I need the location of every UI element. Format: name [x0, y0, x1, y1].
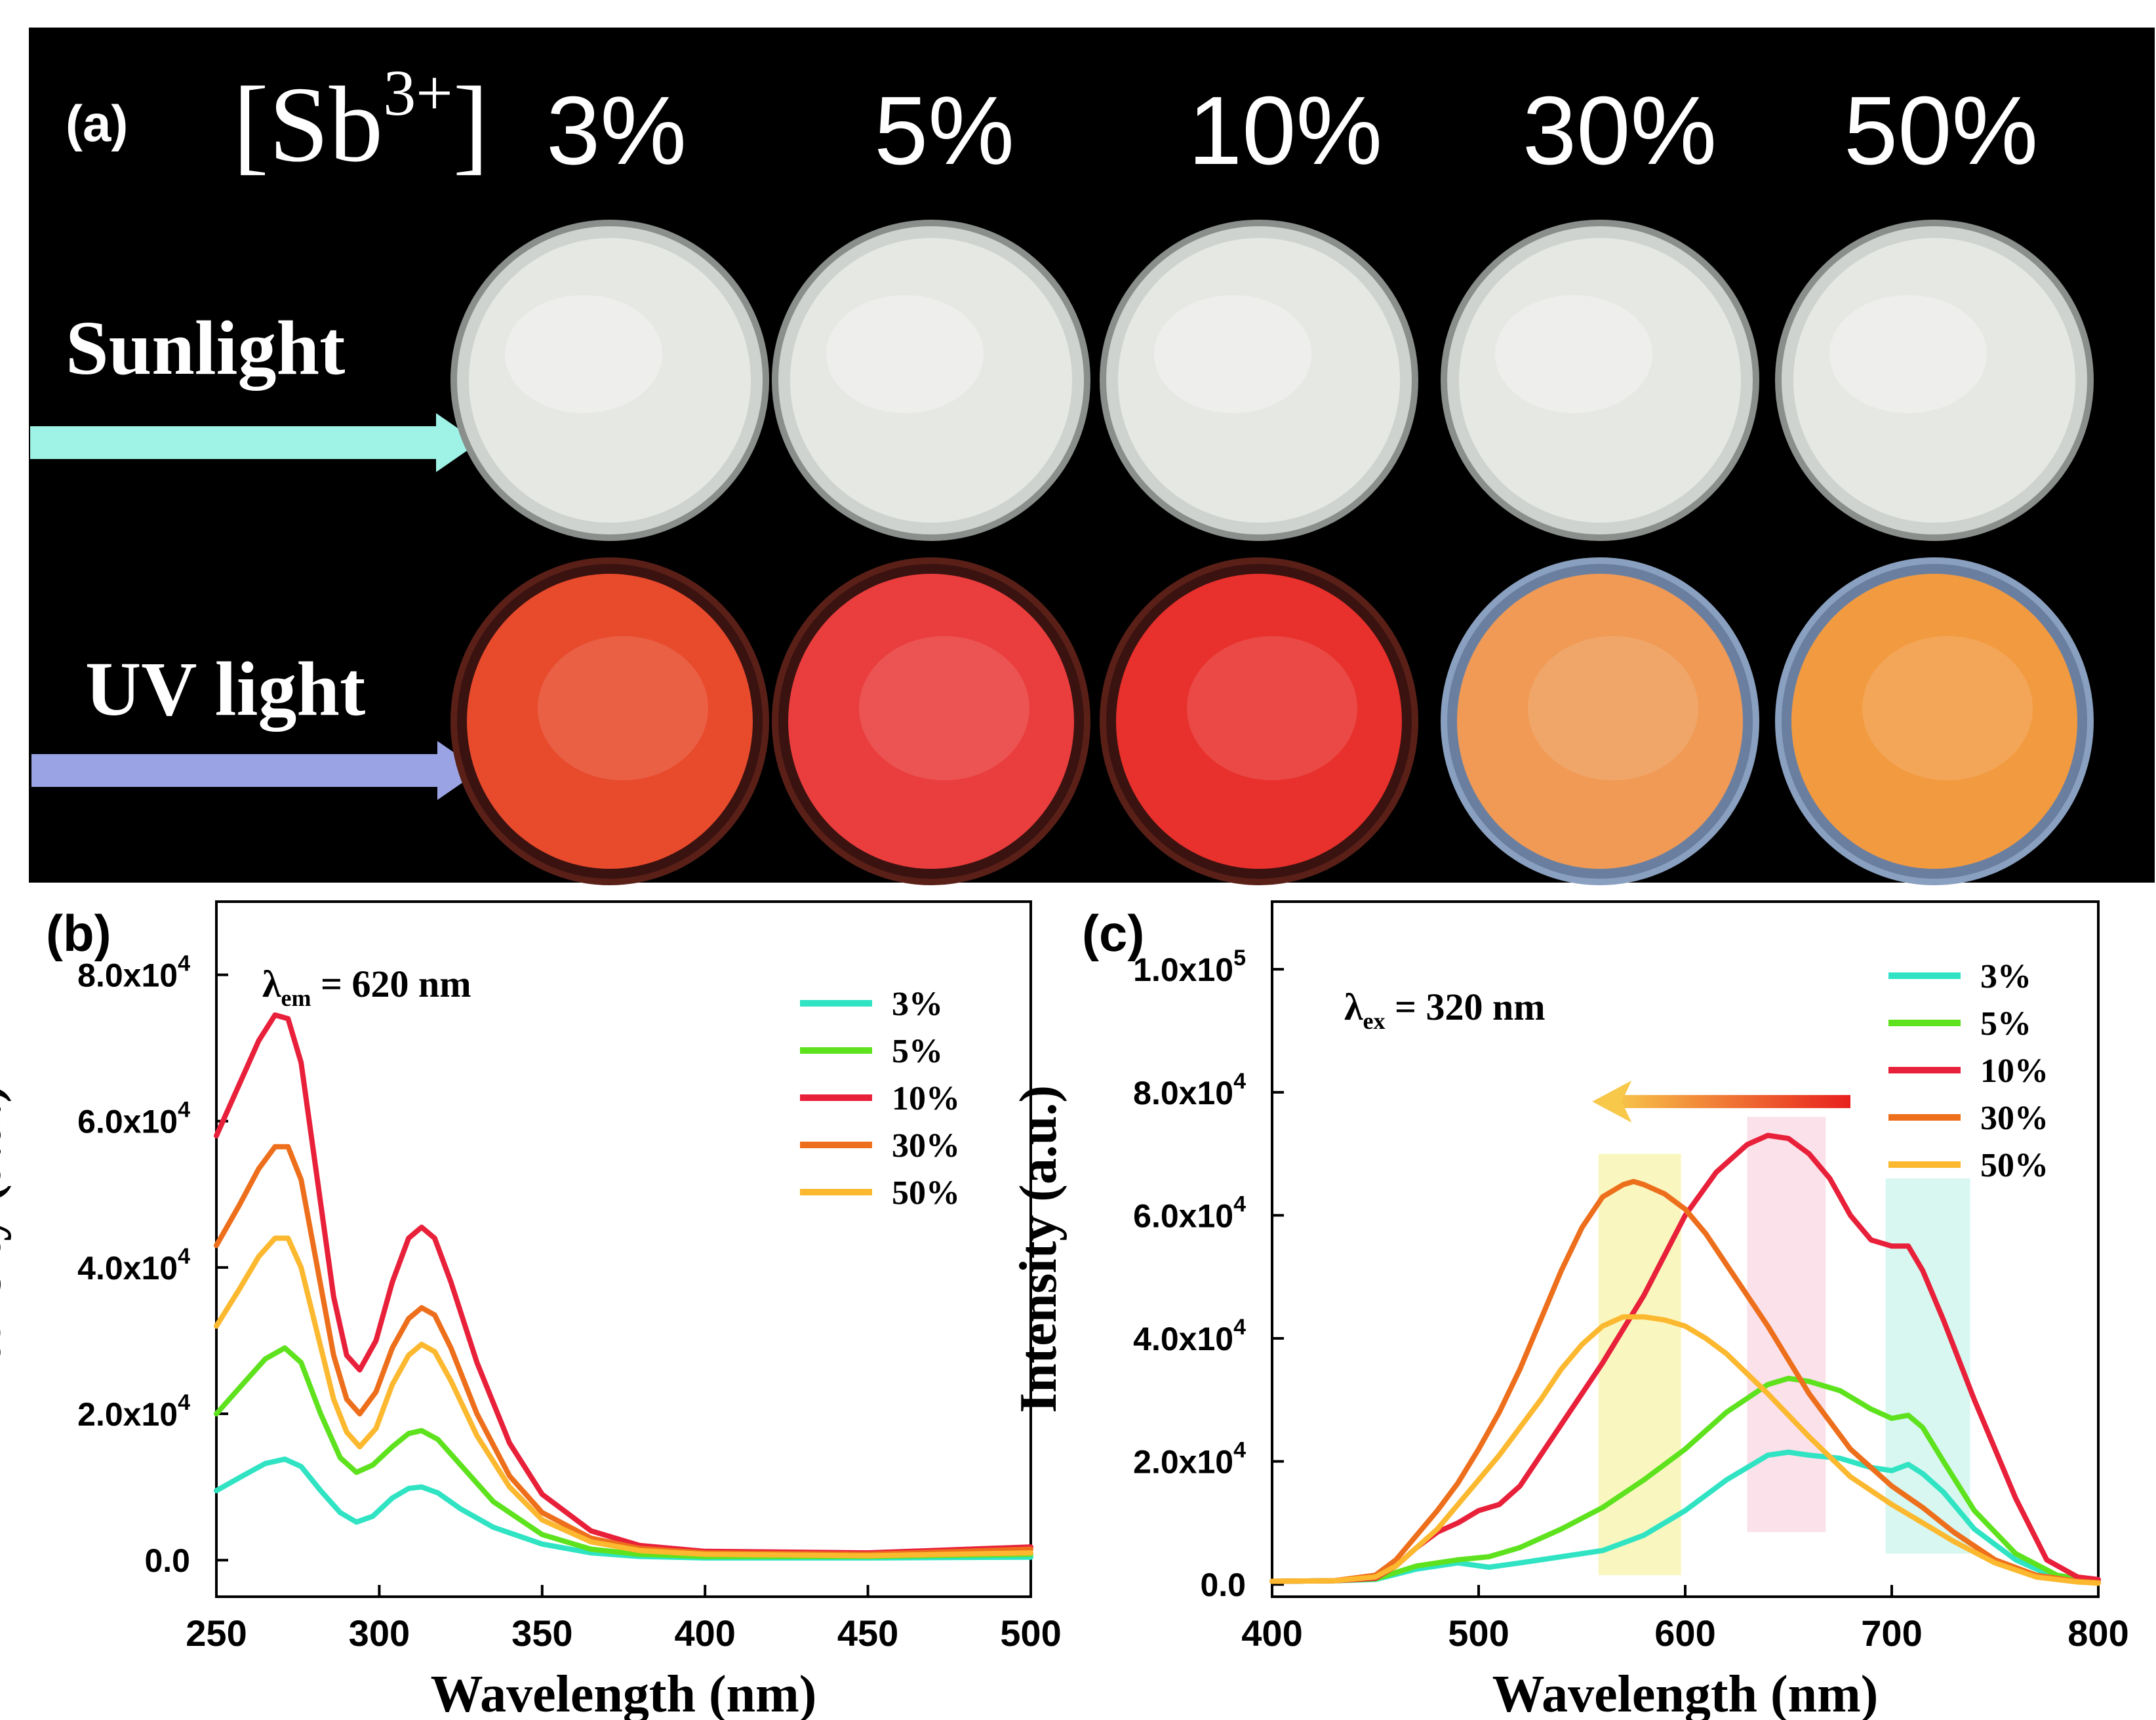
row-label-uv: UV light: [85, 646, 365, 732]
y-tick-label: 4.0x104: [1133, 1315, 1246, 1357]
sunlight-dish: [450, 220, 769, 541]
shaded-band: [1598, 1153, 1681, 1576]
panel-a-label: (a): [66, 94, 128, 152]
concentration-label: 50%: [1844, 77, 2038, 185]
concentration-labels: 3% 5% 10% 30% 50%: [546, 77, 2038, 185]
x-tick-label: 300: [349, 1612, 410, 1654]
x-axis-title: Wavelength (nm): [431, 1666, 817, 1720]
panel-b-chart: (b) 250 300 350 400 450 500 0.0 2.0x104 4.0x104 6…: [0, 900, 1062, 1720]
panel-b-label: (b): [46, 904, 111, 962]
y-tick-label: 2.0x104: [1133, 1438, 1246, 1481]
legend-label: 5%: [892, 1033, 943, 1070]
legend-label: 30%: [1980, 1100, 2048, 1137]
legend-label: 50%: [892, 1174, 960, 1212]
shaded-band: [1885, 1178, 1970, 1554]
panel-a-photo: (a) [Sb3+] 3% 5% 10% 30% 50% Sunlight UV lig…: [29, 28, 2155, 885]
series-line: [214, 1144, 1033, 1557]
series-line: [214, 1235, 1033, 1559]
y-tick-label: 8.0x104: [77, 951, 190, 994]
concentration-label: 10%: [1188, 77, 1382, 185]
sunlight-dish: [1441, 220, 1759, 541]
y-tick-label: 0.0: [144, 1542, 190, 1579]
x-tick-label: 450: [837, 1612, 898, 1654]
sunlight-dish: [1100, 220, 1418, 541]
sunlight-dish: [1775, 220, 2094, 541]
uv-arrow-icon: [31, 741, 480, 800]
y-axis-title: Intensity (a.u.): [1010, 1085, 1068, 1413]
sunlight-arrow-icon: [30, 413, 479, 472]
x-tick-label: 400: [674, 1612, 735, 1654]
panel-c-label: (c): [1082, 904, 1144, 962]
series-line: [214, 1012, 1033, 1556]
series-line: [214, 1456, 1033, 1561]
y-tick-label: 1.0x105: [1133, 946, 1246, 988]
row-label-sunlight: Sunlight: [66, 305, 345, 391]
series-line: [1269, 1314, 2101, 1586]
annotation-lambda: λem = 620 nm: [262, 963, 471, 1011]
uv-light-dish: [772, 557, 1090, 885]
uv-light-dish: [1775, 557, 2094, 885]
series-line: [1269, 1132, 2101, 1584]
x-tick-label: 600: [1654, 1612, 1715, 1654]
legend-label: 10%: [1980, 1052, 2048, 1090]
x-tick-label: 250: [186, 1612, 247, 1654]
annotation-lambda: λex = 320 nm: [1344, 986, 1546, 1034]
x-tick-label: 350: [511, 1612, 572, 1654]
legend-label: 50%: [1980, 1147, 2048, 1184]
y-tick-label: 6.0x104: [1133, 1191, 1246, 1234]
y-tick-label: 8.0x104: [1133, 1069, 1246, 1111]
sb-label: [Sb3+]: [233, 56, 489, 184]
y-tick-label: 6.0x104: [77, 1098, 190, 1140]
concentration-label: 30%: [1523, 77, 1717, 185]
legend-label: 3%: [892, 986, 943, 1023]
y-tick-label: 2.0x104: [77, 1390, 190, 1433]
series-line: [214, 1345, 1033, 1559]
uv-light-dish: [1441, 557, 1759, 885]
concentration-label: 3%: [546, 77, 687, 185]
legend-label: 5%: [1980, 1005, 2031, 1043]
x-axis-title: Wavelength (nm): [1492, 1666, 1879, 1720]
shift-arrow-icon: [1592, 1080, 1850, 1123]
legend-label: 3%: [1980, 958, 2031, 995]
uv-light-dish: [1100, 557, 1418, 885]
x-tick-label: 400: [1241, 1612, 1302, 1654]
series-line: [1269, 1449, 2101, 1586]
x-tick-label: 700: [1861, 1612, 1922, 1654]
panel-c-chart: (c) 400 500 600 700 800 0.0 2.0x104 4.0x104 6.0x…: [1010, 900, 2129, 1720]
legend-label: 30%: [892, 1127, 960, 1165]
uv-light-dish: [450, 557, 769, 885]
shaded-band: [1747, 1117, 1826, 1532]
sample-dishes: [450, 220, 2094, 885]
legend-label: 10%: [892, 1080, 960, 1117]
series-line: [1269, 1178, 2101, 1586]
plot-frame: [215, 900, 1032, 1598]
x-tick-label: 800: [2067, 1612, 2128, 1654]
x-tick-label: 500: [1448, 1612, 1509, 1654]
sunlight-dish: [772, 220, 1090, 541]
x-tick-label: 500: [1000, 1612, 1061, 1654]
y-axis-title: Intensity (a.u.): [0, 1085, 12, 1413]
concentration-label: 5%: [874, 77, 1014, 185]
y-tick-label: 4.0x104: [77, 1244, 190, 1287]
series-line: [1269, 1376, 2101, 1585]
y-tick-label: 0.0: [1200, 1567, 1246, 1603]
